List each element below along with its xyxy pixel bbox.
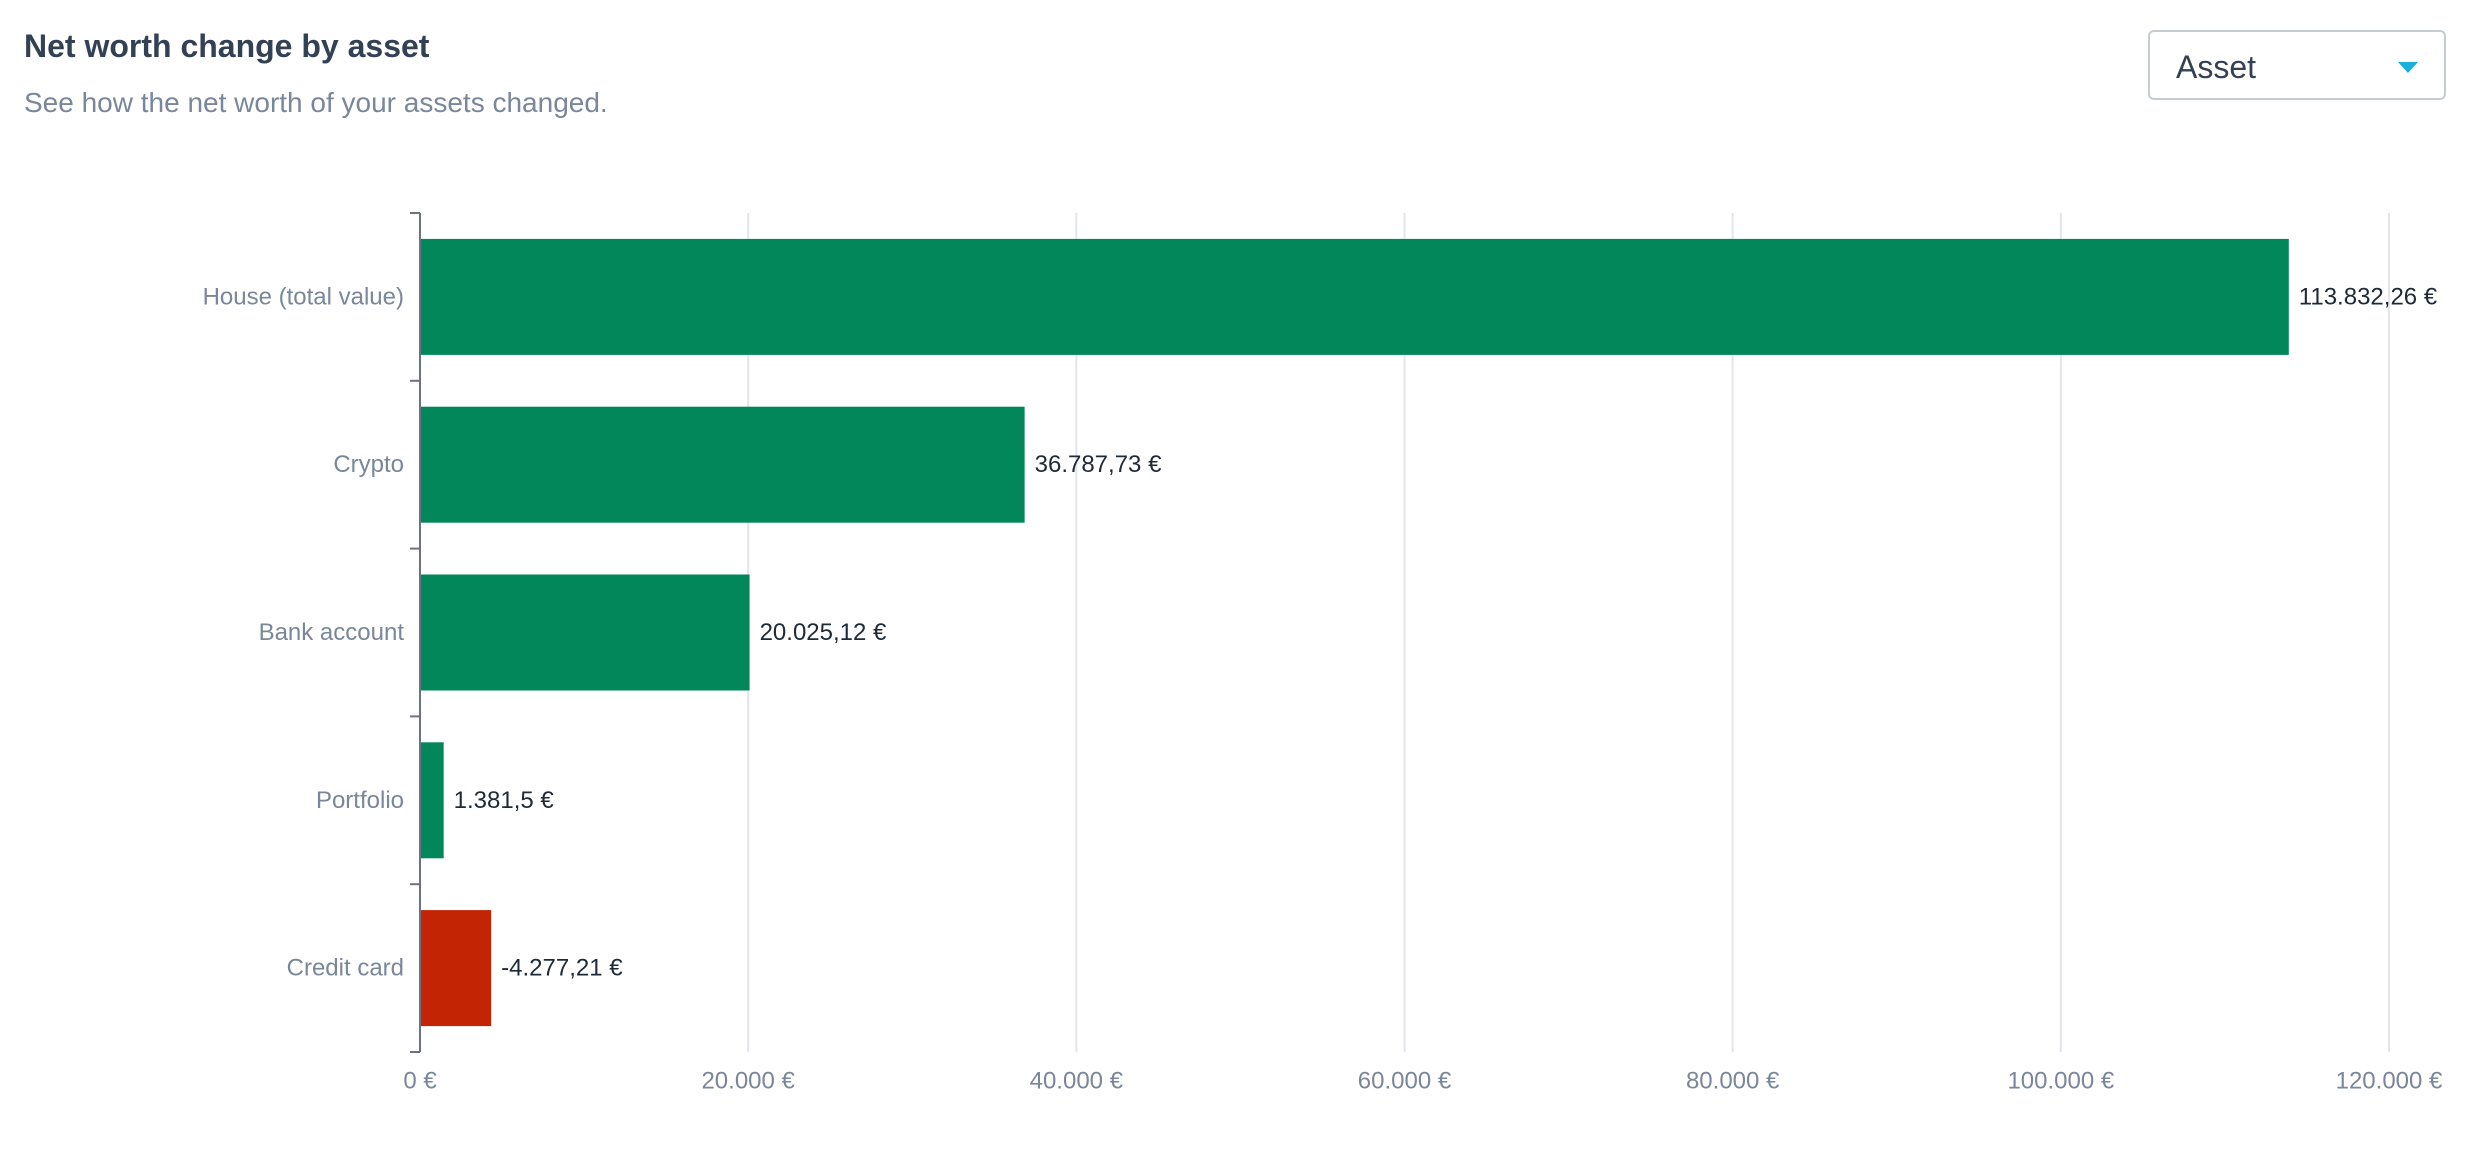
category-label: Bank account [259,619,405,646]
data-label: 20.025,12 € [760,619,887,646]
category-label: House (total value) [203,283,404,310]
category-label: Portfolio [316,787,404,814]
chart-header: Net worth change by asset See how the ne… [24,28,608,119]
bar [421,406,1025,523]
data-label: 36.787,73 € [1035,451,1162,478]
data-label: -4.277,21 € [501,955,623,982]
x-tick-label: 100.000 € [2007,1068,2114,1095]
x-tick-label: 20.000 € [701,1068,795,1095]
bar [421,910,492,1027]
chevron-down-icon [2398,62,2418,73]
x-tick-label: 40.000 € [1030,1068,1124,1095]
bar [421,238,2289,355]
x-tick-label: 80.000 € [1686,1068,1780,1095]
category-label: Credit card [287,955,404,982]
group-by-select[interactable]: Asset [2148,30,2446,100]
chart-subtitle: See how the net worth of your assets cha… [24,87,608,118]
bar [421,742,444,859]
x-tick-label: 0 € [403,1068,437,1095]
data-label: 1.381,5 € [454,787,555,814]
x-tick-label: 120.000 € [2336,1068,2443,1095]
x-tick-label: 60.000 € [1358,1068,1452,1095]
chart-title: Net worth change by asset [24,28,430,64]
category-label: Crypto [333,451,404,478]
data-label: 113.832,26 € [2299,283,2438,310]
group-by-select-value: Asset [2176,49,2257,85]
bar [421,574,750,691]
